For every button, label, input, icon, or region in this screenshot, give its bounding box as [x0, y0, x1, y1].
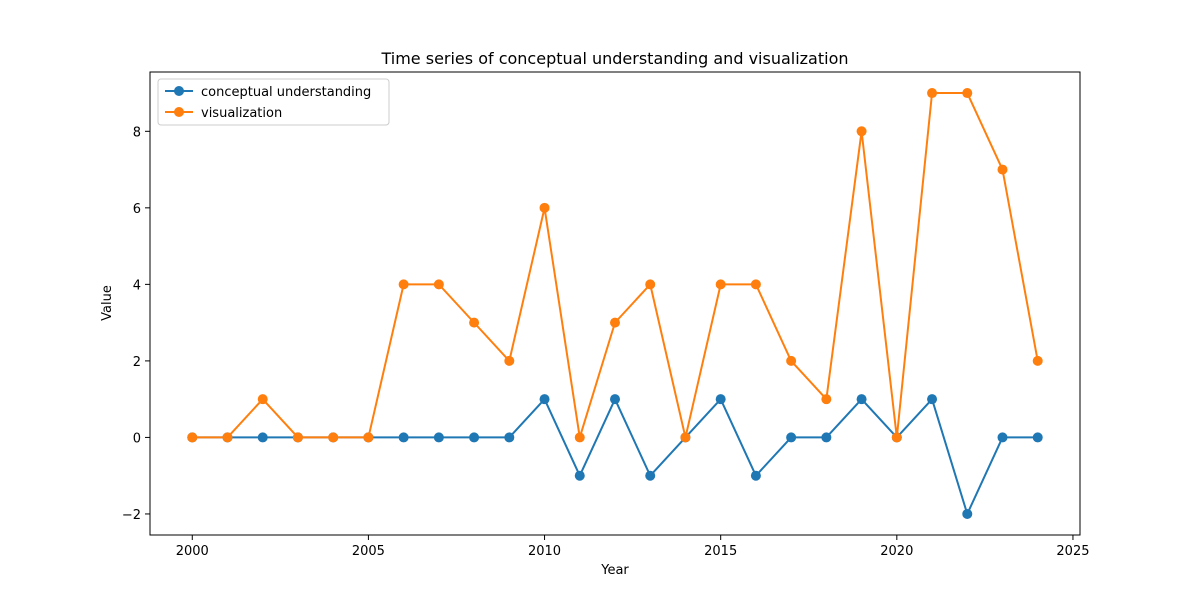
data-point-visualization: [187, 432, 198, 443]
data-point-conceptual-understanding: [504, 432, 515, 443]
y-tick-label: 8: [133, 125, 141, 140]
data-point-visualization: [997, 164, 1008, 175]
legend-label-visualization: visualization: [201, 106, 282, 121]
data-point-visualization: [328, 432, 339, 443]
data-point-visualization: [645, 279, 656, 290]
x-tick-label: 2015: [704, 544, 737, 559]
y-tick-label: 4: [133, 278, 141, 293]
data-point-visualization: [292, 432, 303, 443]
y-tick-label: 0: [133, 431, 141, 446]
y-tick-label: 2: [133, 355, 141, 370]
data-point-conceptual-understanding: [821, 432, 832, 443]
data-point-conceptual-understanding: [645, 470, 656, 481]
data-point-conceptual-understanding: [257, 432, 268, 443]
data-point-visualization: [433, 279, 444, 290]
data-point-visualization: [962, 88, 973, 99]
data-point-conceptual-understanding: [433, 432, 444, 443]
data-point-conceptual-understanding: [856, 394, 867, 405]
data-point-conceptual-understanding: [927, 394, 938, 405]
legend: conceptual understanding visualization: [157, 78, 390, 126]
data-point-visualization: [257, 394, 268, 405]
data-point-conceptual-understanding: [750, 470, 761, 481]
data-point-conceptual-understanding: [997, 432, 1008, 443]
data-point-visualization: [539, 202, 550, 213]
data-point-conceptual-understanding: [962, 508, 973, 519]
data-point-conceptual-understanding: [469, 432, 480, 443]
data-point-conceptual-understanding: [398, 432, 409, 443]
data-point-visualization: [1032, 355, 1043, 366]
x-axis: 2000 2005 2010 2015 2020 2025: [176, 535, 1090, 559]
data-point-conceptual-understanding: [715, 394, 726, 405]
data-point-visualization: [222, 432, 233, 443]
data-point-visualization: [680, 432, 691, 443]
plot-frame: [149, 71, 1081, 536]
data-point-visualization: [786, 355, 797, 366]
legend-marker-conceptual-understanding: [174, 86, 184, 96]
data-point-visualization: [856, 126, 867, 137]
data-point-conceptual-understanding: [539, 394, 550, 405]
chart-title: Time series of conceptual understanding …: [380, 49, 848, 68]
data-point-visualization: [363, 432, 374, 443]
legend-label-conceptual-understanding: conceptual understanding: [201, 85, 371, 100]
y-tick-label: −2: [122, 508, 141, 523]
x-tick-label: 2000: [176, 544, 209, 559]
data-point-visualization: [715, 279, 726, 290]
x-tick-label: 2010: [528, 544, 561, 559]
data-point-conceptual-understanding: [786, 432, 797, 443]
data-point-visualization: [821, 394, 832, 405]
x-tick-label: 2025: [1056, 544, 1089, 559]
series-visualization: [187, 88, 1043, 443]
data-point-visualization: [750, 279, 761, 290]
data-point-visualization: [610, 317, 620, 328]
x-tick-label: 2020: [880, 544, 913, 559]
y-axis-label: Value: [100, 285, 115, 321]
data-point-visualization: [927, 88, 938, 99]
plot-area: [187, 88, 1043, 519]
data-point-visualization: [504, 355, 515, 366]
data-point-visualization: [398, 279, 409, 290]
data-point-conceptual-understanding: [610, 394, 620, 405]
legend-box: [157, 78, 390, 126]
data-point-visualization: [891, 432, 902, 443]
data-point-visualization: [574, 432, 585, 443]
x-axis-label: Year: [600, 563, 629, 578]
data-point-visualization: [469, 317, 480, 328]
data-point-conceptual-understanding: [1032, 432, 1043, 443]
y-axis: −2 0 2 4 6 8: [122, 125, 150, 523]
y-tick-label: 6: [133, 202, 141, 217]
data-point-conceptual-understanding: [574, 470, 585, 481]
x-tick-label: 2005: [352, 544, 385, 559]
legend-marker-visualization: [174, 107, 184, 117]
